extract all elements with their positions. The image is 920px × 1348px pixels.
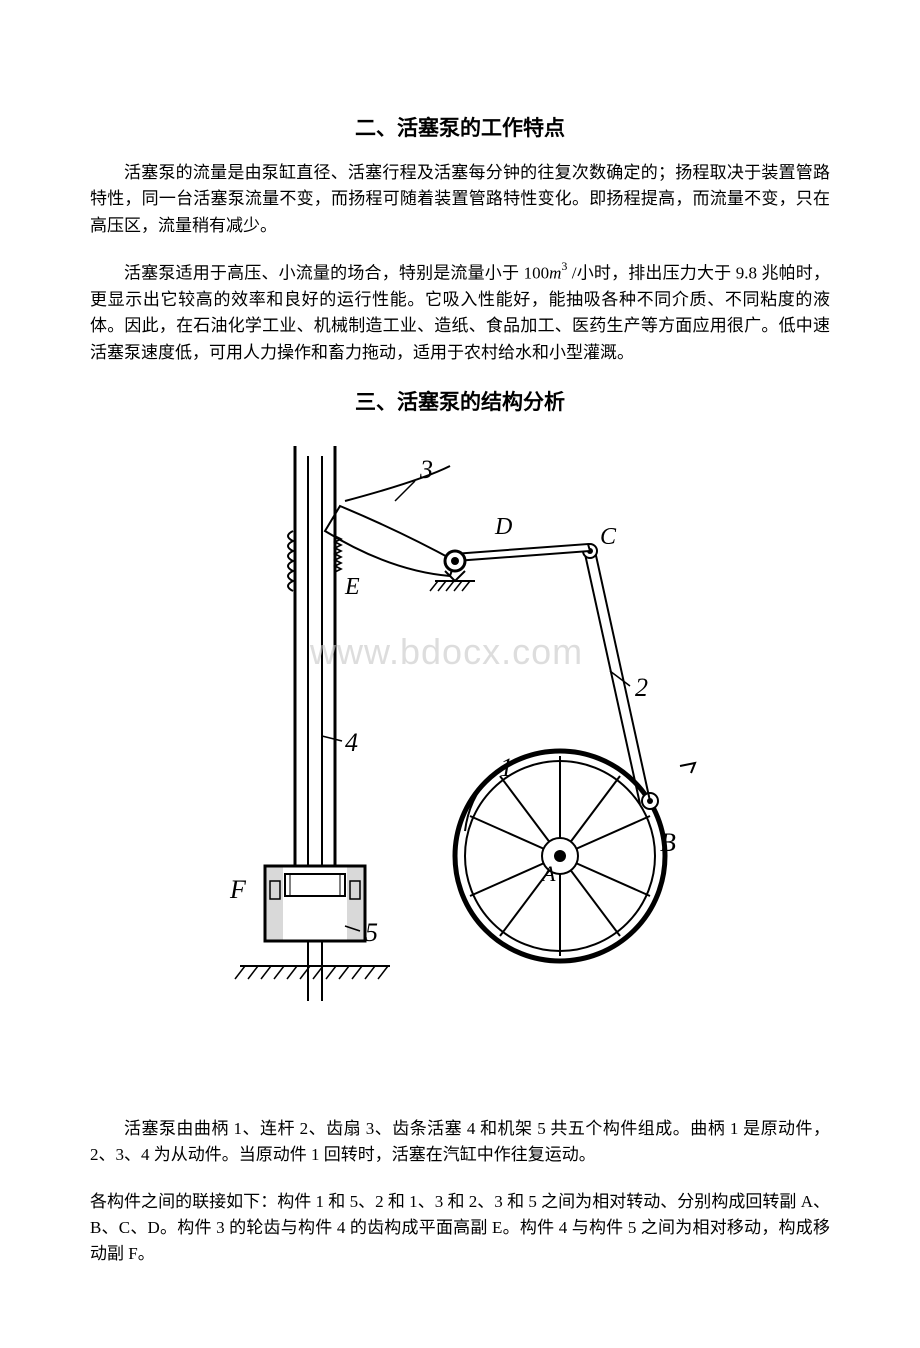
unit-m: m bbox=[549, 264, 561, 283]
label-C: C bbox=[600, 524, 617, 550]
label-2: 2 bbox=[635, 673, 648, 702]
section-3-paragraph-1: 活塞泵由曲柄 1、连杆 2、齿扇 3、齿条活塞 4 和机架 5 共五个构件组成。… bbox=[90, 1116, 830, 1169]
label-B: B bbox=[660, 828, 676, 857]
gear-sector-group bbox=[325, 466, 590, 591]
flywheel-group bbox=[455, 751, 665, 961]
unit-exponent: 3 bbox=[561, 259, 567, 273]
label-A: A bbox=[540, 861, 556, 886]
label-5: 5 bbox=[365, 918, 378, 947]
section-2-heading: 二、活塞泵的工作特点 bbox=[90, 112, 830, 142]
label-D: D bbox=[494, 514, 512, 540]
piston-rod-group bbox=[288, 446, 341, 881]
para2-pre-text: 活塞泵适用于高压、小流量的场合，特别是流量小于 100 bbox=[124, 264, 549, 283]
label-3: 3 bbox=[419, 455, 433, 484]
section-3-paragraph-2: 各构件之间的联接如下：构件 1 和 5、2 和 1、3 和 2、3 和 5 之间… bbox=[90, 1189, 830, 1268]
label-E: E bbox=[344, 574, 360, 600]
diagram-wrapper: 3 D C E 2 1 4 B A F 5 www.bdocx.com bbox=[90, 436, 830, 1026]
label-4: 4 bbox=[345, 728, 358, 757]
label-1: 1 bbox=[500, 753, 513, 782]
section-2-paragraph-2: 活塞泵适用于高压、小流量的场合，特别是流量小于 100m3 /小时，排出压力大于… bbox=[90, 259, 830, 366]
label-F: F bbox=[229, 875, 247, 904]
section-3-heading: 三、活塞泵的结构分析 bbox=[90, 386, 830, 416]
mechanism-diagram: 3 D C E 2 1 4 B A F 5 bbox=[190, 436, 730, 1026]
section-2-paragraph-1: 活塞泵的流量是由泵缸直径、活塞行程及活塞每分钟的往复次数确定的；扬程取决于装置管… bbox=[90, 160, 830, 239]
